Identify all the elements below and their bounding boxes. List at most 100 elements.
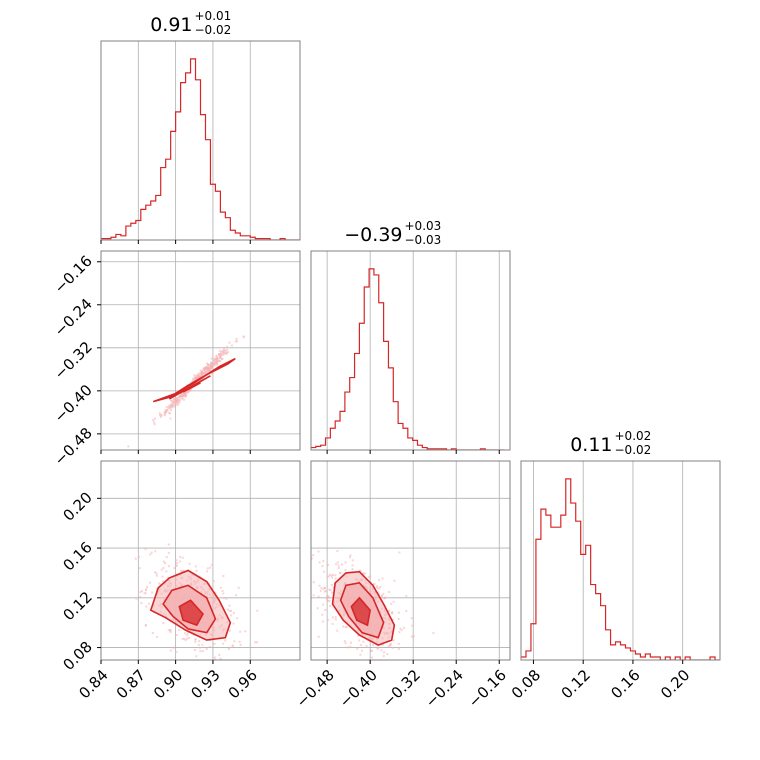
scatter-point xyxy=(206,570,209,573)
panel-r2-c2 xyxy=(520,460,721,664)
scatter-point xyxy=(358,639,361,642)
scatter-point xyxy=(144,592,147,595)
scatter-point xyxy=(146,586,149,589)
scatter-point xyxy=(203,371,206,374)
scatter-point xyxy=(186,634,189,637)
scatter-point xyxy=(162,566,165,569)
scatter-point xyxy=(346,646,349,649)
x-tick-label: 0.90 xyxy=(150,666,186,702)
scatter-point xyxy=(344,626,347,629)
scatter-point xyxy=(383,597,386,600)
scatter-point xyxy=(394,662,396,664)
x-tick-label: 0.20 xyxy=(657,666,693,702)
scatter-point xyxy=(137,556,140,559)
scatter-point xyxy=(192,377,195,380)
scatter-point xyxy=(152,419,155,422)
scatter-point xyxy=(164,412,167,415)
scatter-point xyxy=(411,624,414,627)
scatter-point xyxy=(206,567,209,570)
scatter-point xyxy=(228,610,231,613)
scatter-point xyxy=(153,417,156,420)
scatter-point xyxy=(327,564,330,567)
scatter-point xyxy=(188,389,191,392)
scatter-point xyxy=(149,553,152,556)
scatter-point xyxy=(235,337,238,340)
scatter-point xyxy=(219,357,222,360)
panel-frame xyxy=(100,40,301,241)
panel-frame xyxy=(310,250,511,451)
scatter-point xyxy=(324,589,327,592)
scatter-point xyxy=(155,572,158,575)
scatter-point xyxy=(227,648,230,651)
scatter-point xyxy=(330,584,333,587)
scatter-point xyxy=(342,625,345,628)
panel-r1-c0 xyxy=(97,250,301,454)
y-tick-label: 0.12 xyxy=(59,588,95,624)
scatter-point xyxy=(376,586,379,589)
scatter-point xyxy=(211,363,214,366)
scatter-point xyxy=(351,559,354,562)
scatter-point xyxy=(178,395,181,398)
scatter-point xyxy=(202,367,205,370)
scatter-point xyxy=(178,629,181,632)
scatter-point xyxy=(323,586,326,589)
scatter-point xyxy=(391,646,394,649)
scatter-point xyxy=(323,570,326,573)
scatter-point xyxy=(170,400,173,403)
scatter-point xyxy=(172,646,175,649)
scatter-point xyxy=(330,574,333,577)
scatter-point xyxy=(183,392,186,395)
scatter-point xyxy=(173,405,176,408)
y-tick-label: −0.48 xyxy=(51,424,96,469)
scatter-point xyxy=(198,640,201,643)
scatter-point xyxy=(144,548,147,551)
scatter-point xyxy=(398,551,401,554)
histogram-line xyxy=(521,478,720,660)
scatter-point xyxy=(194,376,197,379)
scatter-point xyxy=(337,564,340,567)
scatter-point xyxy=(393,579,396,582)
scatter-point xyxy=(377,646,380,649)
scatter-point xyxy=(242,336,245,339)
scatter-point xyxy=(140,590,143,593)
scatter-point xyxy=(256,609,259,612)
contour-inner xyxy=(178,599,204,627)
scatter-point xyxy=(227,351,230,354)
scatter-point xyxy=(334,618,337,621)
scatter-point xyxy=(175,397,178,400)
scatter-point xyxy=(371,643,374,646)
scatter-point xyxy=(177,395,180,398)
scatter-point xyxy=(215,360,218,363)
plot-area xyxy=(101,58,300,240)
scatter-point xyxy=(207,368,210,371)
scatter-point xyxy=(127,445,130,448)
scatter-point xyxy=(226,346,229,349)
x-tick-label: −0.48 xyxy=(293,666,338,711)
scatter-point xyxy=(376,585,379,588)
scatter-point xyxy=(195,378,198,381)
scatter-point xyxy=(210,366,213,369)
scatter-point xyxy=(155,587,158,590)
scatter-point xyxy=(371,656,374,659)
scatter-point xyxy=(348,556,351,559)
scatter-point xyxy=(356,647,359,650)
scatter-point xyxy=(134,557,137,560)
scatter-point xyxy=(139,596,142,599)
scatter-point xyxy=(391,618,394,621)
contour-inner xyxy=(182,382,201,393)
scatter-point xyxy=(382,655,385,658)
scatter-point xyxy=(162,622,165,625)
scatter-point xyxy=(200,370,203,373)
scatter-point xyxy=(222,592,225,595)
scatter-point xyxy=(359,570,362,573)
scatter-point xyxy=(332,573,335,576)
panel-frame xyxy=(100,250,301,451)
scatter-point xyxy=(187,391,190,394)
scatter-point xyxy=(230,614,233,617)
scatter-point xyxy=(382,643,385,646)
scatter-point xyxy=(397,611,400,614)
scatter-point xyxy=(202,376,205,379)
scatter-point xyxy=(389,642,392,645)
scatter-point xyxy=(232,645,235,648)
